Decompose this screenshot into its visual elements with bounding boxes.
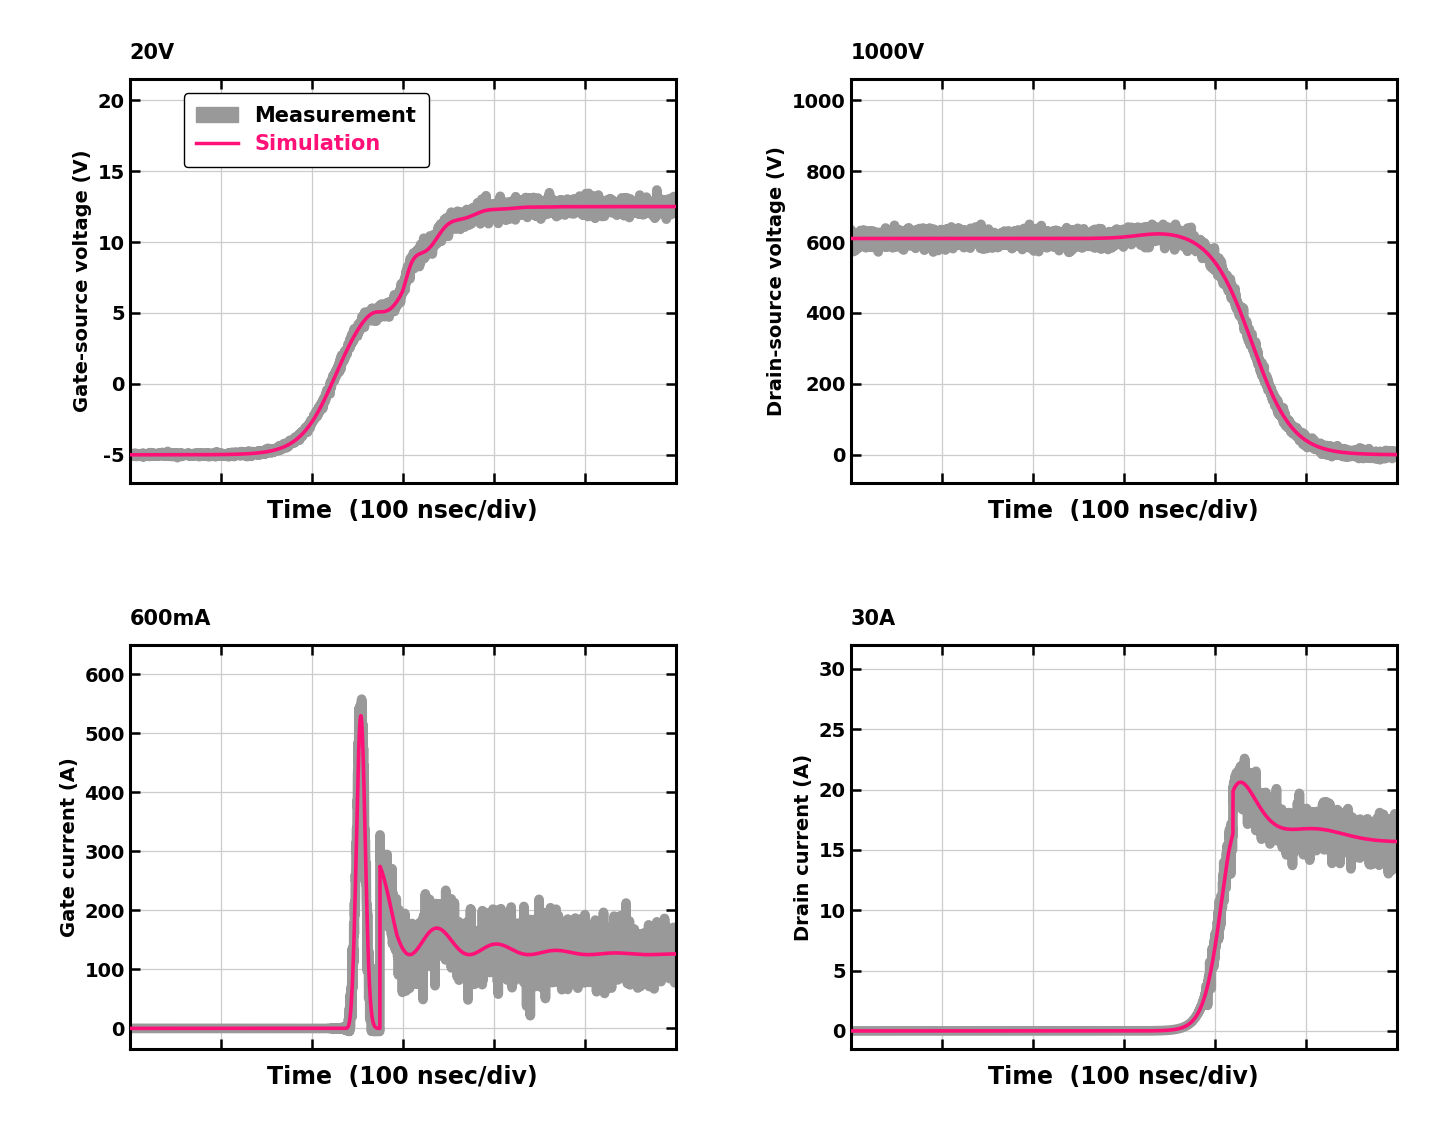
X-axis label: Time  (100 nsec/div): Time (100 nsec/div) (268, 1065, 539, 1089)
Y-axis label: Gate current (A): Gate current (A) (60, 757, 79, 937)
Legend: Measurement, Simulation: Measurement, Simulation (184, 94, 429, 167)
X-axis label: Time  (100 nsec/div): Time (100 nsec/div) (268, 499, 539, 523)
Text: 1000V: 1000V (851, 43, 924, 63)
Y-axis label: Drain current (A): Drain current (A) (793, 754, 814, 941)
X-axis label: Time  (100 nsec/div): Time (100 nsec/div) (988, 499, 1259, 523)
Y-axis label: Gate-source voltage (V): Gate-source voltage (V) (73, 150, 92, 413)
Text: 30A: 30A (851, 609, 896, 628)
X-axis label: Time  (100 nsec/div): Time (100 nsec/div) (988, 1065, 1259, 1089)
Text: 600mA: 600mA (130, 609, 212, 628)
Text: 20V: 20V (130, 43, 174, 63)
Y-axis label: Drain-source voltage (V): Drain-source voltage (V) (768, 147, 786, 416)
